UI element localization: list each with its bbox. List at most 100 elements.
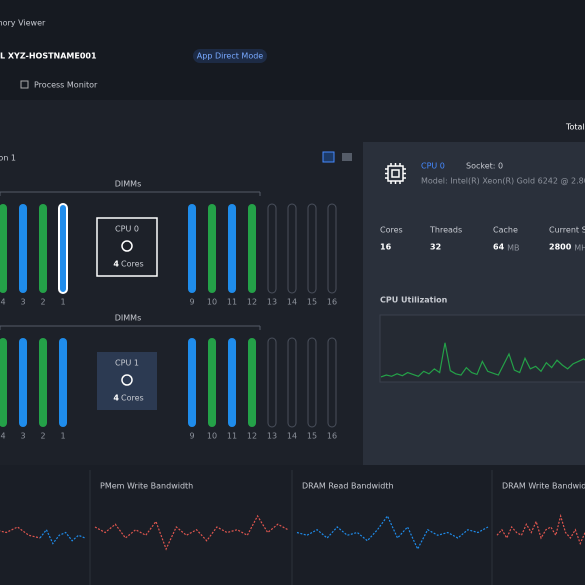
app-title: Memory Viewer: [0, 19, 46, 28]
bandwidth-line: [0, 526, 41, 539]
dimm-slot[interactable]: [208, 338, 216, 427]
dimm-slot[interactable]: [307, 203, 317, 294]
stat-unit: MHz: [574, 244, 585, 253]
dimm-slot[interactable]: [248, 204, 256, 293]
dimm-slot[interactable]: [59, 338, 67, 427]
dimm-label: 13: [267, 298, 277, 307]
dimm-slot[interactable]: [188, 204, 196, 293]
dimm-label: 4: [0, 298, 5, 307]
dimm-slot[interactable]: [0, 338, 7, 427]
dimm-label: 1: [60, 432, 65, 441]
dimm-slot[interactable]: [39, 204, 47, 293]
bandwidth-line: [39, 528, 86, 545]
dimm-label: 14: [287, 432, 297, 441]
cpu-box: [96, 217, 158, 277]
dimm-slot[interactable]: [287, 337, 297, 428]
process-monitor-tab[interactable]: Process Monitor: [34, 81, 98, 90]
stat-value: 16: [380, 243, 392, 252]
bandwidth-title: DRAM Write Bandwidth: [502, 482, 585, 491]
dimm-slot[interactable]: [287, 203, 297, 294]
dimm-slot[interactable]: [307, 337, 317, 428]
cpu-box-icon: [121, 374, 133, 386]
dimm-slot[interactable]: [267, 337, 277, 428]
stat-unit: MB: [507, 244, 519, 253]
dimm-label: 10: [207, 298, 217, 307]
dimm-slot[interactable]: [0, 204, 7, 293]
dimm-label: 9: [189, 298, 194, 307]
dimm-label: 11: [227, 432, 237, 441]
region-title: Region 1: [0, 154, 16, 163]
cpu-util-line: [380, 342, 585, 378]
stat-label: Cores: [380, 226, 403, 235]
badge: [193, 49, 267, 63]
dimm-slot[interactable]: [228, 338, 236, 427]
dimm-label: 4: [0, 432, 5, 441]
stat-label: Current Speed: [549, 226, 585, 235]
bandwidth-title: PMem Write Bandwidth: [100, 482, 193, 491]
host-name: L XYZ-HOSTNAME001: [0, 52, 97, 61]
dimm-slot[interactable]: [19, 338, 27, 427]
cpu-box-cores: 4: [113, 260, 119, 269]
tab-icon: [20, 80, 29, 89]
view-toggle[interactable]: [322, 151, 335, 163]
dimm-slot[interactable]: [39, 338, 47, 427]
dimm-label: 16: [327, 432, 337, 441]
chip-icon: [385, 163, 406, 184]
total-label: Total: [565, 123, 585, 132]
dimm-label: 15: [307, 298, 317, 307]
dimm-slot[interactable]: [58, 203, 68, 294]
view-toggle[interactable]: [342, 153, 352, 161]
bandwidth-line: [94, 514, 289, 551]
dimm-label: 2: [40, 298, 45, 307]
dimm-slot[interactable]: [327, 337, 337, 428]
dimm-slot[interactable]: [267, 203, 277, 294]
cpu-box-cores: 4: [113, 394, 119, 403]
dimm-label: 14: [287, 298, 297, 307]
cpu-util-box: [379, 314, 585, 383]
dimm-label: 2: [40, 432, 45, 441]
mode-badge: App Direct Mode: [197, 52, 264, 61]
cpu-box-icon: [121, 240, 133, 252]
dimm-label: 12: [247, 432, 257, 441]
cpu-box: [97, 352, 157, 410]
cpu-name: CPU 0: [421, 162, 445, 171]
dimm-bracket: [0, 325, 261, 330]
dimm-label: 15: [307, 432, 317, 441]
stat-label: Cache: [493, 226, 518, 235]
cpu-box-cores-label: Cores: [121, 260, 144, 269]
dimm-label: 12: [247, 298, 257, 307]
cpu-model: Model: Intel(R) Xeon(R) Gold 6242 @ 2.80…: [421, 177, 585, 186]
stat-value: 64: [493, 243, 505, 252]
dimm-label: 9: [189, 432, 194, 441]
dimm-label: 3: [20, 432, 25, 441]
cpu-socket: Socket: 0: [466, 162, 503, 171]
cpu-card: [363, 142, 585, 465]
dimm-slot[interactable]: [327, 203, 337, 294]
bandwidth-title: DRAM Read Bandwidth: [302, 482, 394, 491]
cpu-box-name: CPU 0: [115, 225, 139, 234]
dimm-bracket: [0, 191, 261, 196]
dimm-label: 1: [60, 298, 65, 307]
dimms-label: DIMMs: [115, 314, 142, 323]
dimm-label: 16: [327, 298, 337, 307]
dimm-slot[interactable]: [228, 204, 236, 293]
dimm-label: 13: [267, 432, 277, 441]
stat-label: Threads: [429, 226, 462, 235]
dimm-label: 3: [20, 298, 25, 307]
bandwidth-line: [296, 514, 489, 551]
dimm-slot[interactable]: [19, 204, 27, 293]
dimm-slot[interactable]: [208, 204, 216, 293]
dimm-label: 10: [207, 432, 217, 441]
stat-value: 32: [430, 243, 441, 252]
stat-value: 2800: [549, 243, 572, 252]
header-bg: [0, 0, 585, 100]
dimm-label: 11: [227, 298, 237, 307]
dimm-slot[interactable]: [188, 338, 196, 427]
cpu-util-title: CPU Utilization: [380, 296, 448, 305]
cpu-box-name: CPU 1: [115, 359, 139, 368]
dimms-label: DIMMs: [115, 180, 142, 189]
cpu-box-cores-label: Cores: [121, 394, 144, 403]
dimm-slot[interactable]: [248, 338, 256, 427]
